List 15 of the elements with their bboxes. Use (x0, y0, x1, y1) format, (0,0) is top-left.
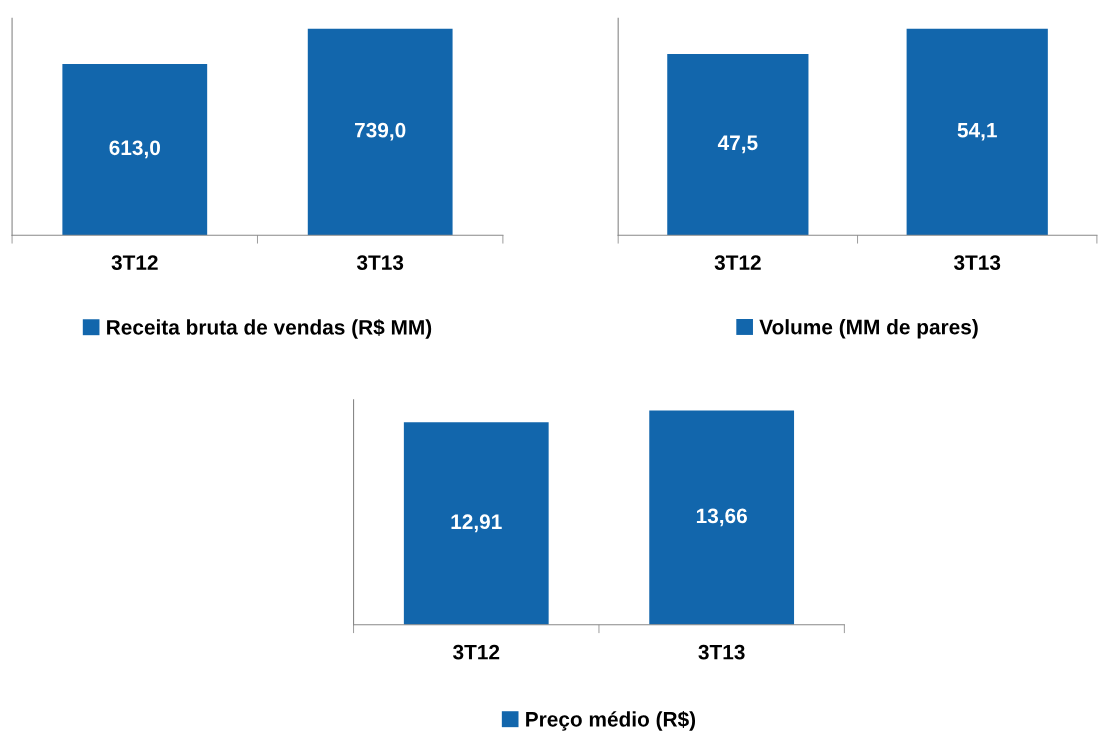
x-tick-label: 3T12 (111, 255, 158, 270)
data-label: 613,0 (109, 140, 160, 159)
legend-label: Volume (MM de pares) (759, 319, 978, 339)
data-label: 739,0 (355, 122, 406, 141)
legend-label: Preço médio (R$) (526, 710, 696, 731)
data-label: 47,5 (717, 135, 758, 154)
x-tick-label: 3T13 (953, 255, 1001, 270)
x-tick-label: 3T13 (356, 255, 404, 270)
data-label: 13,66 (696, 508, 747, 527)
x-tick-label: 3T12 (453, 644, 500, 660)
data-label: 12,91 (451, 514, 502, 533)
x-tick-label: 3T12 (714, 255, 761, 270)
x-tick-label: 3T13 (698, 644, 745, 660)
data-label: 54,1 (957, 123, 997, 141)
legend-label: Receita bruta de vendas (R$ MM) (107, 319, 432, 339)
